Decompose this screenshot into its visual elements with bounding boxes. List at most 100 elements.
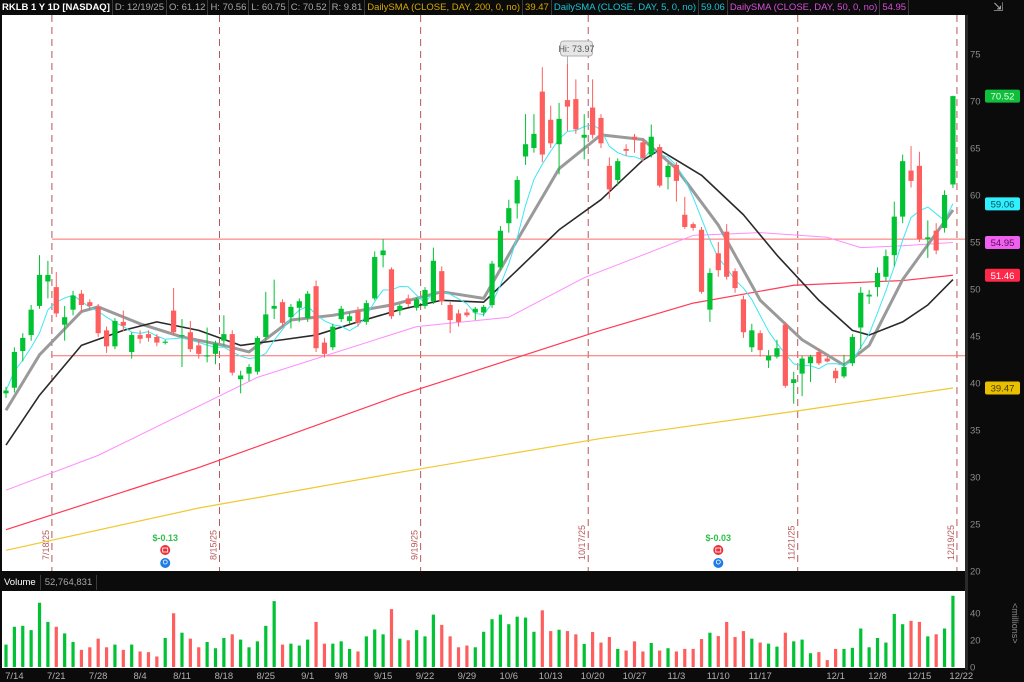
volume-bar <box>498 614 503 667</box>
candle-body <box>749 330 755 348</box>
volume-bar <box>792 641 796 667</box>
moving-average-black_ma <box>5 149 954 446</box>
candle-body <box>363 303 369 322</box>
candle-body <box>715 253 721 271</box>
volume-axis-tick: 0 <box>970 663 975 674</box>
symbol-label[interactable]: RKLB 1 Y 1D [NASDAQ] <box>0 0 113 15</box>
volume-bar <box>381 634 385 667</box>
x-axis-tick: 10/27 <box>623 671 647 682</box>
study-sma200-label[interactable]: DailySMA (CLOSE, DAY, 200, 0, no) <box>365 0 524 15</box>
earnings-eps-label: $-0.13 <box>152 533 178 543</box>
price-axis-tick: 20 <box>970 567 981 578</box>
x-axis-tick: 9/15 <box>374 671 393 682</box>
candle-body <box>95 306 101 334</box>
candle-body <box>20 337 26 352</box>
x-axis-tick: 10/13 <box>539 671 563 682</box>
volume-bar <box>213 648 218 667</box>
x-axis-tick: 8/4 <box>133 671 146 682</box>
price-axis-tick: 60 <box>970 191 981 202</box>
volume-bar <box>750 638 754 667</box>
earnings-icon[interactable] <box>713 545 724 555</box>
volume-bar <box>951 595 955 667</box>
candle-body <box>70 295 76 310</box>
hi-callout-box <box>559 40 593 57</box>
candle-body <box>36 274 43 306</box>
chart-header: RKLB 1 Y 1D [NASDAQ] D: 12/19/25 O: 61.1… <box>0 0 970 15</box>
candle-body <box>598 117 604 144</box>
study-sma5-label[interactable]: DailySMA (CLOSE, DAY, 5, 0, no) <box>552 0 700 15</box>
candle-body <box>623 148 629 151</box>
candle-body <box>372 257 378 299</box>
candle-body <box>254 337 260 372</box>
price-axis-tick: 45 <box>970 332 981 343</box>
candle-body <box>120 321 126 326</box>
candle-body <box>187 332 193 350</box>
candle-body <box>112 320 118 347</box>
volume-bar <box>222 637 226 667</box>
volume-bar <box>12 626 16 667</box>
bar-high: H: 70.56 <box>208 0 250 15</box>
volume-bar <box>775 646 779 667</box>
volume-bar <box>632 641 637 667</box>
candle-body <box>648 136 654 155</box>
volume-bar <box>917 621 922 667</box>
volume-label[interactable]: Volume <box>0 575 41 590</box>
volume-bar <box>674 651 678 667</box>
x-axis-tick: 9/1 <box>301 671 314 682</box>
volume-bar <box>842 648 846 667</box>
study-sma50-label[interactable]: DailySMA (CLOSE, DAY, 50, 0, no) <box>728 0 881 15</box>
volume-bar <box>641 651 645 667</box>
volume-bar <box>96 638 100 667</box>
candle-body <box>87 302 93 306</box>
volume-bar <box>909 620 913 667</box>
candle-body <box>564 100 571 107</box>
volume-bar <box>456 647 461 667</box>
x-axis-tick: 9/29 <box>458 671 477 682</box>
candle-body <box>698 229 705 292</box>
candle-body <box>489 263 495 305</box>
price-panel-background <box>2 15 965 571</box>
earnings-icon-glyph <box>162 547 169 553</box>
x-axis-tick: 11/3 <box>668 671 686 682</box>
volume-bar <box>37 602 42 667</box>
candle-body <box>464 312 470 316</box>
expiration-label: 12/19/25 <box>946 525 956 560</box>
candle-body <box>933 230 939 251</box>
candle-body <box>774 348 780 357</box>
x-axis-tick: 11/17 <box>749 671 772 682</box>
expiration-label: 7/18/25 <box>41 530 51 560</box>
volume-bar <box>423 636 427 667</box>
candle-body <box>472 308 478 313</box>
candle-body <box>506 208 512 224</box>
volume-bar <box>29 630 33 667</box>
candle-body <box>204 355 210 357</box>
candle-body <box>900 161 906 217</box>
volume-bar <box>4 644 8 667</box>
candle-body <box>296 301 302 308</box>
volume-bar <box>666 648 670 667</box>
candle-body <box>606 165 612 190</box>
candle-body <box>196 345 202 354</box>
volume-bar <box>188 638 192 667</box>
volume-bar <box>766 643 771 667</box>
volume-bar <box>205 642 209 667</box>
candle-body <box>229 334 235 373</box>
volume-bar <box>247 647 251 667</box>
candle-body <box>581 134 587 138</box>
volume-bar <box>942 628 947 667</box>
volume-bar <box>63 633 67 667</box>
candle-body <box>615 161 621 180</box>
event-info-icon[interactable] <box>160 558 171 568</box>
event-info-icon[interactable] <box>713 558 724 568</box>
volume-bar <box>406 640 410 667</box>
candle-body <box>858 292 864 328</box>
moving-average-red_ma <box>5 274 954 531</box>
collapse-icon[interactable]: ⇲ <box>992 0 1004 14</box>
volume-bar <box>356 651 360 667</box>
volume-bar <box>79 649 84 667</box>
volume-bar <box>297 645 301 667</box>
candle-body <box>271 305 277 309</box>
candle-body <box>891 216 897 256</box>
earnings-icon[interactable] <box>160 545 171 555</box>
